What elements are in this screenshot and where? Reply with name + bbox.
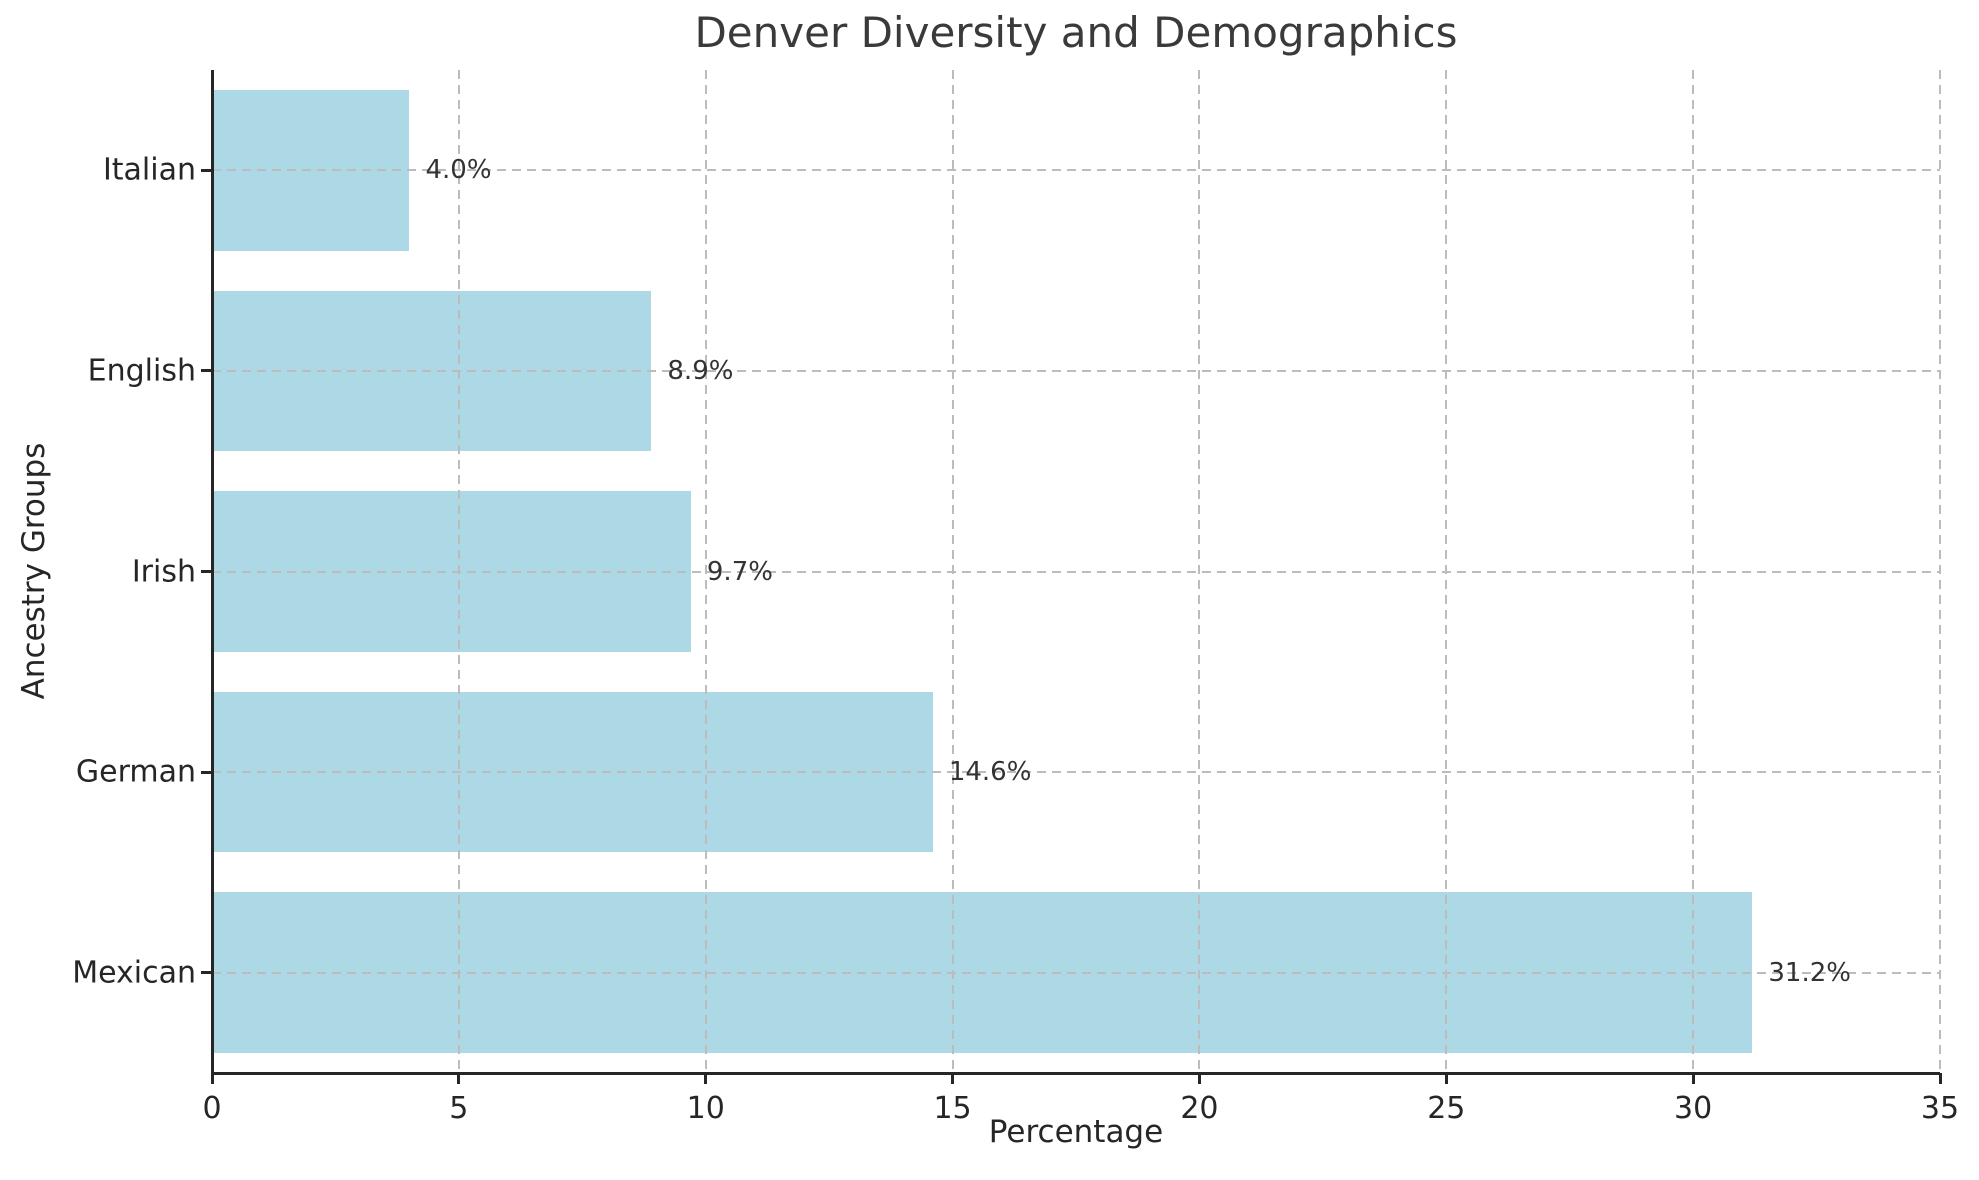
bar-value-label: 4.0% (425, 155, 492, 186)
x-tick-label: 20 (1180, 1091, 1219, 1126)
bar-value-label: 14.6% (948, 757, 1032, 788)
x-tick-mark (1938, 1073, 1942, 1084)
chart-title: Denver Diversity and Demographics (694, 8, 1458, 57)
x-axis-label: Percentage (988, 1114, 1164, 1150)
gridline-horizontal (212, 570, 1940, 573)
x-tick-label: 15 (933, 1091, 972, 1126)
gridline-horizontal (212, 771, 1940, 774)
bar-value-label: 9.7% (706, 556, 773, 587)
x-tick-mark (457, 1073, 461, 1084)
y-tick-mark (201, 168, 212, 172)
x-tick-mark (951, 1073, 955, 1084)
gridline-vertical (1939, 70, 1941, 1073)
category-tick-label: English (87, 353, 196, 389)
x-tick-mark (704, 1073, 708, 1084)
plot-area: 0 5 10 15 20 25 30 35 4.0% Italian 8.9% English 9.7%… (72, 70, 1959, 1126)
category-tick-label: Mexican (72, 955, 196, 991)
x-tick-label: 0 (202, 1091, 222, 1126)
y-tick-mark (201, 971, 212, 975)
category-tick-label: Italian (102, 152, 196, 188)
y-tick-mark (201, 369, 212, 373)
gridline-horizontal (212, 971, 1940, 974)
y-axis-label: Ancestry Groups (16, 442, 52, 700)
x-tick-mark (1691, 1073, 1695, 1084)
x-tick-label: 10 (686, 1091, 725, 1126)
category-tick-label: German (75, 754, 196, 790)
y-axis-spine (211, 70, 214, 1075)
x-tick-mark (210, 1073, 214, 1084)
bar-value-label: 8.9% (667, 355, 734, 386)
gridline-horizontal (212, 369, 1940, 372)
category-tick-label: Irish (131, 554, 196, 589)
x-tick-label: 25 (1427, 1091, 1466, 1126)
x-tick-label: 30 (1674, 1091, 1713, 1126)
y-tick-mark (201, 570, 212, 573)
y-tick-mark (201, 770, 212, 774)
x-tick-mark (1444, 1073, 1448, 1084)
bar-value-label: 31.2% (1768, 957, 1851, 988)
gridline-horizontal (212, 169, 1940, 172)
x-tick-mark (1197, 1073, 1201, 1084)
x-tick-label: 35 (1920, 1091, 1960, 1126)
x-axis-spine (211, 1072, 1940, 1075)
x-tick-label: 5 (449, 1091, 469, 1126)
